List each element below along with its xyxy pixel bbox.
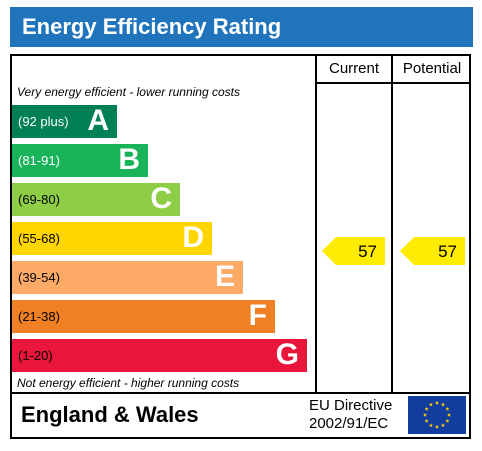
bottom-note: Not energy efficient - higher running co… [17, 376, 240, 390]
header-divider [315, 82, 469, 84]
potential-column-header: Potential [402, 60, 462, 77]
eu-star-icon [428, 402, 434, 407]
band-range: (39-54) [18, 270, 60, 285]
footer: England & Wales EU Directive 2002/91/EC [10, 394, 471, 439]
band-range: (92 plus) [18, 114, 69, 129]
current-column-divider [315, 56, 317, 392]
band-g: (1-20) G [12, 338, 307, 372]
band-letter: F [248, 299, 267, 332]
eu-flag-icon [408, 396, 466, 434]
eu-star-icon [445, 418, 450, 423]
band-b: (81-91) B [12, 143, 148, 177]
band-d: (55-68) D [12, 221, 212, 255]
band-range: (81-91) [18, 153, 60, 168]
eu-star-icon [440, 402, 446, 407]
eu-star-icon [422, 412, 428, 417]
potential-column-divider [391, 56, 393, 392]
band-range: (1-20) [18, 348, 53, 363]
band-a: (92 plus) A [12, 104, 117, 138]
current-rating-value: 57 [358, 242, 377, 261]
title-bar: Energy Efficiency Rating [10, 7, 473, 47]
chart-title: Energy Efficiency Rating [22, 14, 282, 39]
potential-rating-value: 57 [438, 242, 457, 261]
band-letter: B [118, 143, 140, 176]
directive-line-1: EU Directive [309, 397, 393, 414]
band-letter: C [150, 182, 172, 215]
top-note: Very energy efficient - lower running co… [17, 85, 240, 99]
eu-stars [422, 400, 452, 429]
eu-star-icon [434, 400, 440, 405]
current-rating-arrow: 57 [322, 237, 385, 265]
rating-chart: Current Potential Very energy efficient … [10, 54, 471, 394]
eu-star-icon [445, 406, 450, 411]
eu-star-icon [424, 418, 429, 423]
eu-star-icon [428, 423, 434, 428]
directive-line-2: 2002/91/EC [309, 415, 389, 432]
band-e: (39-54) E [12, 260, 243, 294]
eu-directive: EU Directive 2002/91/EC [309, 397, 392, 433]
band-range: (69-80) [18, 192, 60, 207]
eu-star-icon [424, 406, 429, 411]
region-label: England & Wales [21, 402, 199, 427]
band-letter: A [87, 104, 109, 137]
band-range: (55-68) [18, 231, 60, 246]
potential-rating-arrow: 57 [400, 237, 465, 265]
band-f: (21-38) F [12, 299, 275, 333]
eu-star-icon [446, 412, 452, 417]
band-c: (69-80) C [12, 182, 180, 216]
eu-star-icon [434, 424, 440, 429]
band-range: (21-38) [18, 309, 60, 324]
band-letter: E [214, 260, 235, 293]
band-letter: G [275, 338, 299, 371]
current-column-header: Current [328, 60, 380, 77]
band-letter: D [182, 221, 204, 254]
eu-star-icon [440, 423, 446, 428]
